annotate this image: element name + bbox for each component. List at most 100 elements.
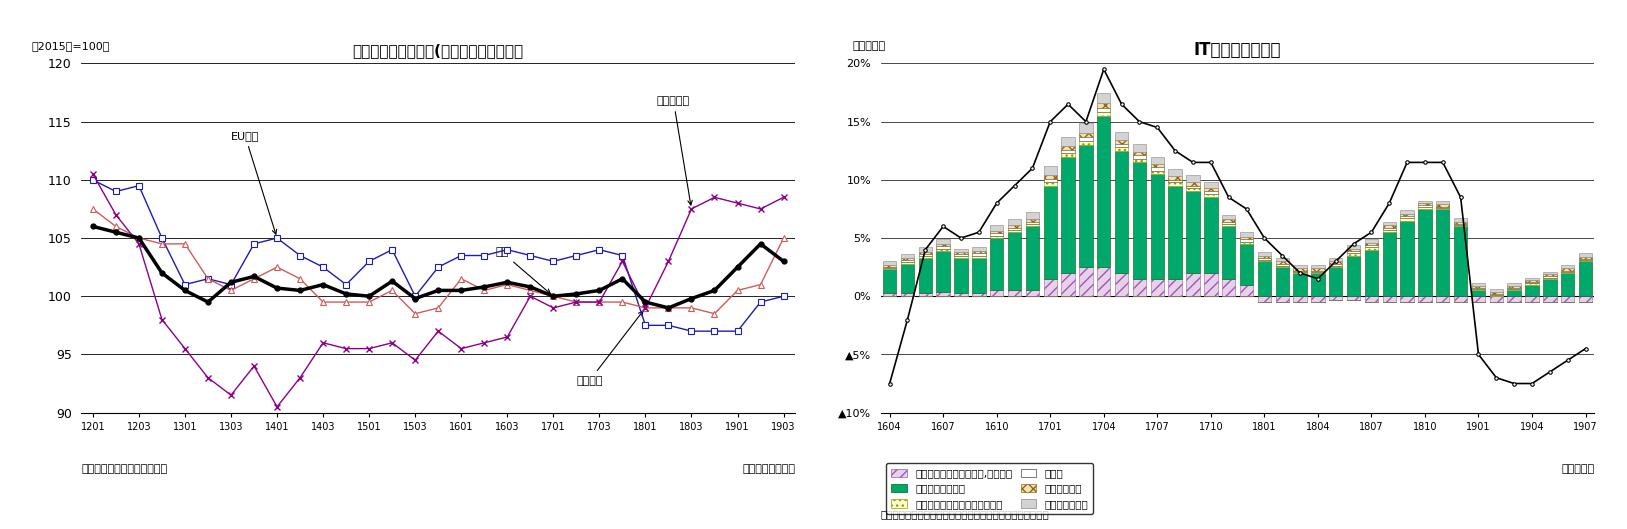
- Bar: [1455, 225, 1468, 226]
- Bar: [1490, 294, 1503, 295]
- Bar: [1150, 170, 1163, 174]
- Bar: [1222, 226, 1235, 279]
- Text: EU向け: EU向け: [231, 131, 277, 234]
- Bar: [1293, 268, 1306, 271]
- Bar: [1061, 157, 1075, 273]
- Text: （2015年=100）: （2015年=100）: [31, 41, 109, 51]
- Bar: [1186, 188, 1199, 191]
- Bar: [1168, 186, 1181, 279]
- Bar: [1526, 285, 1539, 296]
- Text: （年・月）: （年・月）: [1562, 464, 1594, 474]
- Bar: [1472, 290, 1485, 296]
- Bar: [1293, 265, 1306, 268]
- Bar: [1007, 225, 1022, 227]
- Bar: [1472, 288, 1485, 289]
- Bar: [901, 263, 914, 293]
- Bar: [1542, 274, 1557, 277]
- Bar: [1329, 266, 1342, 267]
- Bar: [1061, 146, 1075, 150]
- Bar: [1043, 166, 1058, 175]
- Bar: [1526, 278, 1539, 280]
- Bar: [1347, 245, 1360, 249]
- Text: （前年比）: （前年比）: [853, 41, 885, 51]
- Bar: [1490, 295, 1503, 296]
- Bar: [1114, 132, 1128, 140]
- Bar: [1437, 209, 1450, 296]
- Bar: [1025, 224, 1040, 226]
- Bar: [1329, 263, 1342, 266]
- Bar: [1490, 291, 1503, 294]
- Bar: [1043, 186, 1058, 279]
- Bar: [1204, 273, 1217, 296]
- Bar: [1365, 239, 1378, 243]
- Bar: [1311, 268, 1324, 271]
- Bar: [1472, 286, 1485, 288]
- Bar: [973, 248, 986, 251]
- Bar: [1508, 296, 1521, 302]
- Bar: [1240, 239, 1253, 242]
- Bar: [1365, 250, 1378, 296]
- Bar: [1204, 197, 1217, 273]
- Bar: [955, 254, 968, 256]
- Bar: [1168, 176, 1181, 180]
- Bar: [955, 293, 968, 296]
- Bar: [1419, 205, 1432, 207]
- Bar: [1293, 273, 1306, 296]
- Bar: [1240, 237, 1253, 239]
- Bar: [1526, 282, 1539, 284]
- Bar: [1114, 273, 1128, 296]
- Bar: [1542, 277, 1557, 278]
- Bar: [937, 239, 950, 244]
- Bar: [919, 293, 932, 296]
- Bar: [1347, 251, 1360, 253]
- Bar: [1401, 216, 1414, 218]
- Bar: [1526, 280, 1539, 282]
- Bar: [1526, 284, 1539, 285]
- Bar: [955, 258, 968, 293]
- Bar: [1186, 175, 1199, 182]
- Bar: [1007, 230, 1022, 232]
- Bar: [1097, 116, 1111, 267]
- Bar: [1186, 186, 1199, 188]
- Bar: [1258, 261, 1271, 296]
- Bar: [937, 251, 950, 291]
- Bar: [901, 254, 914, 258]
- Bar: [1061, 150, 1075, 153]
- Bar: [883, 293, 896, 296]
- Bar: [1061, 137, 1075, 146]
- Bar: [883, 261, 896, 265]
- Bar: [989, 238, 1004, 290]
- Text: （年・四半期期）: （年・四半期期）: [742, 464, 796, 474]
- Bar: [1007, 232, 1022, 290]
- Bar: [1401, 214, 1414, 216]
- Bar: [1079, 123, 1093, 133]
- Bar: [1419, 201, 1432, 203]
- Bar: [1043, 175, 1058, 179]
- Bar: [1061, 273, 1075, 296]
- Bar: [1526, 296, 1539, 302]
- Bar: [1204, 191, 1217, 194]
- Bar: [919, 258, 932, 293]
- Bar: [883, 265, 896, 267]
- Bar: [1276, 261, 1289, 263]
- Bar: [1383, 296, 1396, 302]
- Bar: [989, 231, 1004, 233]
- Text: （注）輸出金額を輸出物価指数で実質化、棒グラフは寄与度: （注）輸出金額を輸出物価指数で実質化、棒グラフは寄与度: [880, 509, 1049, 519]
- Bar: [1508, 286, 1521, 288]
- Bar: [1311, 273, 1324, 296]
- Bar: [1079, 137, 1093, 141]
- Bar: [955, 256, 968, 258]
- Bar: [989, 225, 1004, 231]
- Bar: [1186, 273, 1199, 296]
- Bar: [1365, 245, 1378, 248]
- Bar: [1560, 296, 1575, 302]
- Bar: [1490, 289, 1503, 291]
- Bar: [1168, 182, 1181, 186]
- Bar: [1347, 249, 1360, 251]
- Bar: [1079, 145, 1093, 267]
- Text: 全体: 全体: [496, 248, 550, 294]
- Bar: [1560, 273, 1575, 296]
- Bar: [1276, 296, 1289, 302]
- Bar: [1383, 227, 1396, 230]
- Bar: [1329, 296, 1342, 300]
